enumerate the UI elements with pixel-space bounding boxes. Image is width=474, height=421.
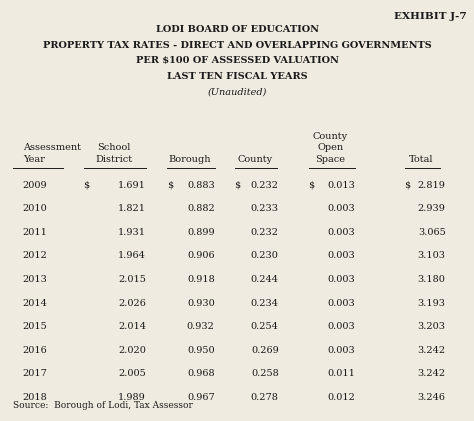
Text: 0.918: 0.918 bbox=[187, 275, 215, 284]
Text: 0.899: 0.899 bbox=[187, 228, 215, 237]
Text: 0.003: 0.003 bbox=[328, 298, 356, 308]
Text: 0.003: 0.003 bbox=[328, 322, 356, 331]
Text: 1.964: 1.964 bbox=[118, 251, 146, 261]
Text: 2018: 2018 bbox=[23, 393, 47, 402]
Text: Assessment: Assessment bbox=[23, 144, 81, 152]
Text: 0.012: 0.012 bbox=[328, 393, 356, 402]
Text: 0.232: 0.232 bbox=[251, 228, 279, 237]
Text: $: $ bbox=[309, 181, 315, 190]
Text: 0.003: 0.003 bbox=[328, 251, 356, 261]
Text: $: $ bbox=[234, 181, 240, 190]
Text: 0.269: 0.269 bbox=[251, 346, 279, 355]
Text: 0.244: 0.244 bbox=[251, 275, 279, 284]
Text: $: $ bbox=[404, 181, 410, 190]
Text: PROPERTY TAX RATES - DIRECT AND OVERLAPPING GOVERNMENTS: PROPERTY TAX RATES - DIRECT AND OVERLAPP… bbox=[43, 41, 431, 50]
Text: 2.015: 2.015 bbox=[118, 275, 146, 284]
Text: PER $100 OF ASSESSED VALUATION: PER $100 OF ASSESSED VALUATION bbox=[136, 56, 338, 65]
Text: Year: Year bbox=[23, 155, 45, 164]
Text: 0.234: 0.234 bbox=[251, 298, 279, 308]
Text: Source:  Borough of Lodi, Tax Assessor: Source: Borough of Lodi, Tax Assessor bbox=[13, 402, 193, 410]
Text: 0.003: 0.003 bbox=[328, 228, 356, 237]
Text: 2011: 2011 bbox=[23, 228, 47, 237]
Text: 2.819: 2.819 bbox=[418, 181, 446, 190]
Text: 0.932: 0.932 bbox=[187, 322, 215, 331]
Text: 2015: 2015 bbox=[23, 322, 47, 331]
Text: 3.246: 3.246 bbox=[418, 393, 446, 402]
Text: District: District bbox=[95, 155, 132, 164]
Text: 3.203: 3.203 bbox=[418, 322, 446, 331]
Text: 0.882: 0.882 bbox=[187, 204, 215, 213]
Text: 2016: 2016 bbox=[23, 346, 47, 355]
Text: 3.242: 3.242 bbox=[418, 369, 446, 378]
Text: 2.014: 2.014 bbox=[118, 322, 146, 331]
Text: 2009: 2009 bbox=[23, 181, 47, 190]
Text: 0.883: 0.883 bbox=[187, 181, 215, 190]
Text: School: School bbox=[97, 144, 130, 152]
Text: 0.258: 0.258 bbox=[251, 369, 279, 378]
Text: 2.026: 2.026 bbox=[118, 298, 146, 308]
Text: 2017: 2017 bbox=[23, 369, 47, 378]
Text: 0.011: 0.011 bbox=[328, 369, 356, 378]
Text: 2010: 2010 bbox=[23, 204, 47, 213]
Text: 3.180: 3.180 bbox=[418, 275, 446, 284]
Text: Space: Space bbox=[315, 155, 346, 164]
Text: 0.254: 0.254 bbox=[251, 322, 279, 331]
Text: Open: Open bbox=[317, 144, 344, 152]
Text: 3.103: 3.103 bbox=[418, 251, 446, 261]
Text: 0.230: 0.230 bbox=[251, 251, 279, 261]
Text: 0.278: 0.278 bbox=[251, 393, 279, 402]
Text: LODI BOARD OF EDUCATION: LODI BOARD OF EDUCATION bbox=[155, 25, 319, 34]
Text: 2.939: 2.939 bbox=[418, 204, 446, 213]
Text: 0.003: 0.003 bbox=[328, 204, 356, 213]
Text: Total: Total bbox=[409, 155, 433, 164]
Text: (Unaudited): (Unaudited) bbox=[207, 88, 267, 96]
Text: $: $ bbox=[83, 181, 89, 190]
Text: County: County bbox=[313, 132, 348, 141]
Text: 1.989: 1.989 bbox=[118, 393, 146, 402]
Text: $: $ bbox=[167, 181, 173, 190]
Text: 3.193: 3.193 bbox=[418, 298, 446, 308]
Text: 0.233: 0.233 bbox=[251, 204, 279, 213]
Text: 0.906: 0.906 bbox=[187, 251, 215, 261]
Text: 2013: 2013 bbox=[23, 275, 47, 284]
Text: County: County bbox=[237, 155, 273, 164]
Text: 0.968: 0.968 bbox=[187, 369, 215, 378]
Text: 0.930: 0.930 bbox=[187, 298, 215, 308]
Text: 0.967: 0.967 bbox=[187, 393, 215, 402]
Text: 2014: 2014 bbox=[23, 298, 47, 308]
Text: 1.821: 1.821 bbox=[118, 204, 146, 213]
Text: 0.950: 0.950 bbox=[187, 346, 215, 355]
Text: 0.003: 0.003 bbox=[328, 346, 356, 355]
Text: LAST TEN FISCAL YEARS: LAST TEN FISCAL YEARS bbox=[167, 72, 307, 81]
Text: 3.242: 3.242 bbox=[418, 346, 446, 355]
Text: 3.065: 3.065 bbox=[418, 228, 446, 237]
Text: Borough: Borough bbox=[168, 155, 211, 164]
Text: 0.013: 0.013 bbox=[328, 181, 356, 190]
Text: 2.005: 2.005 bbox=[118, 369, 146, 378]
Text: 1.691: 1.691 bbox=[118, 181, 146, 190]
Text: 0.232: 0.232 bbox=[251, 181, 279, 190]
Text: EXHIBIT J-7: EXHIBIT J-7 bbox=[394, 12, 467, 21]
Text: 0.003: 0.003 bbox=[328, 275, 356, 284]
Text: 2.020: 2.020 bbox=[118, 346, 146, 355]
Text: 1.931: 1.931 bbox=[118, 228, 146, 237]
Text: 2012: 2012 bbox=[23, 251, 47, 261]
